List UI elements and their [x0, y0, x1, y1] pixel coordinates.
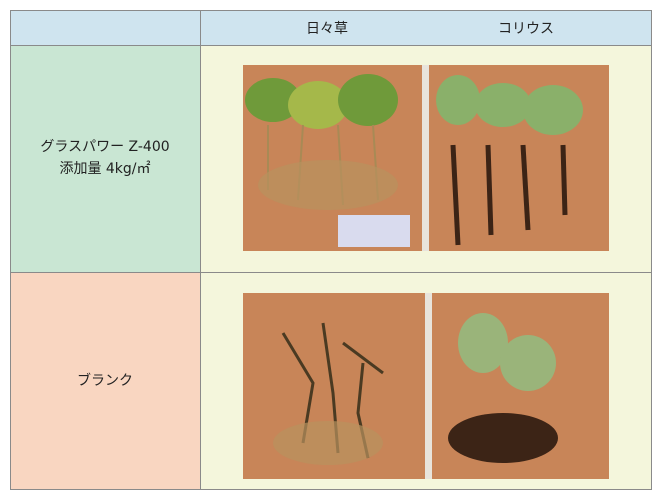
photo	[243, 293, 609, 479]
header-label: 日々草	[306, 21, 348, 37]
row-label-line: ブランク	[77, 373, 133, 389]
row-label-line: グラスパワー Z-400	[40, 139, 170, 155]
photo	[243, 65, 609, 251]
header-corner	[10, 10, 201, 46]
row-label-line: 添加量 4kg/㎡	[59, 161, 151, 177]
row-label: グラスパワー Z-400 添加量 4kg/㎡	[10, 136, 200, 180]
header-label: コリウス	[498, 21, 554, 37]
row-label-cell	[10, 272, 201, 490]
row-label: ブランク	[10, 370, 200, 392]
row-label-cell	[10, 45, 201, 273]
header-cell	[200, 10, 652, 46]
